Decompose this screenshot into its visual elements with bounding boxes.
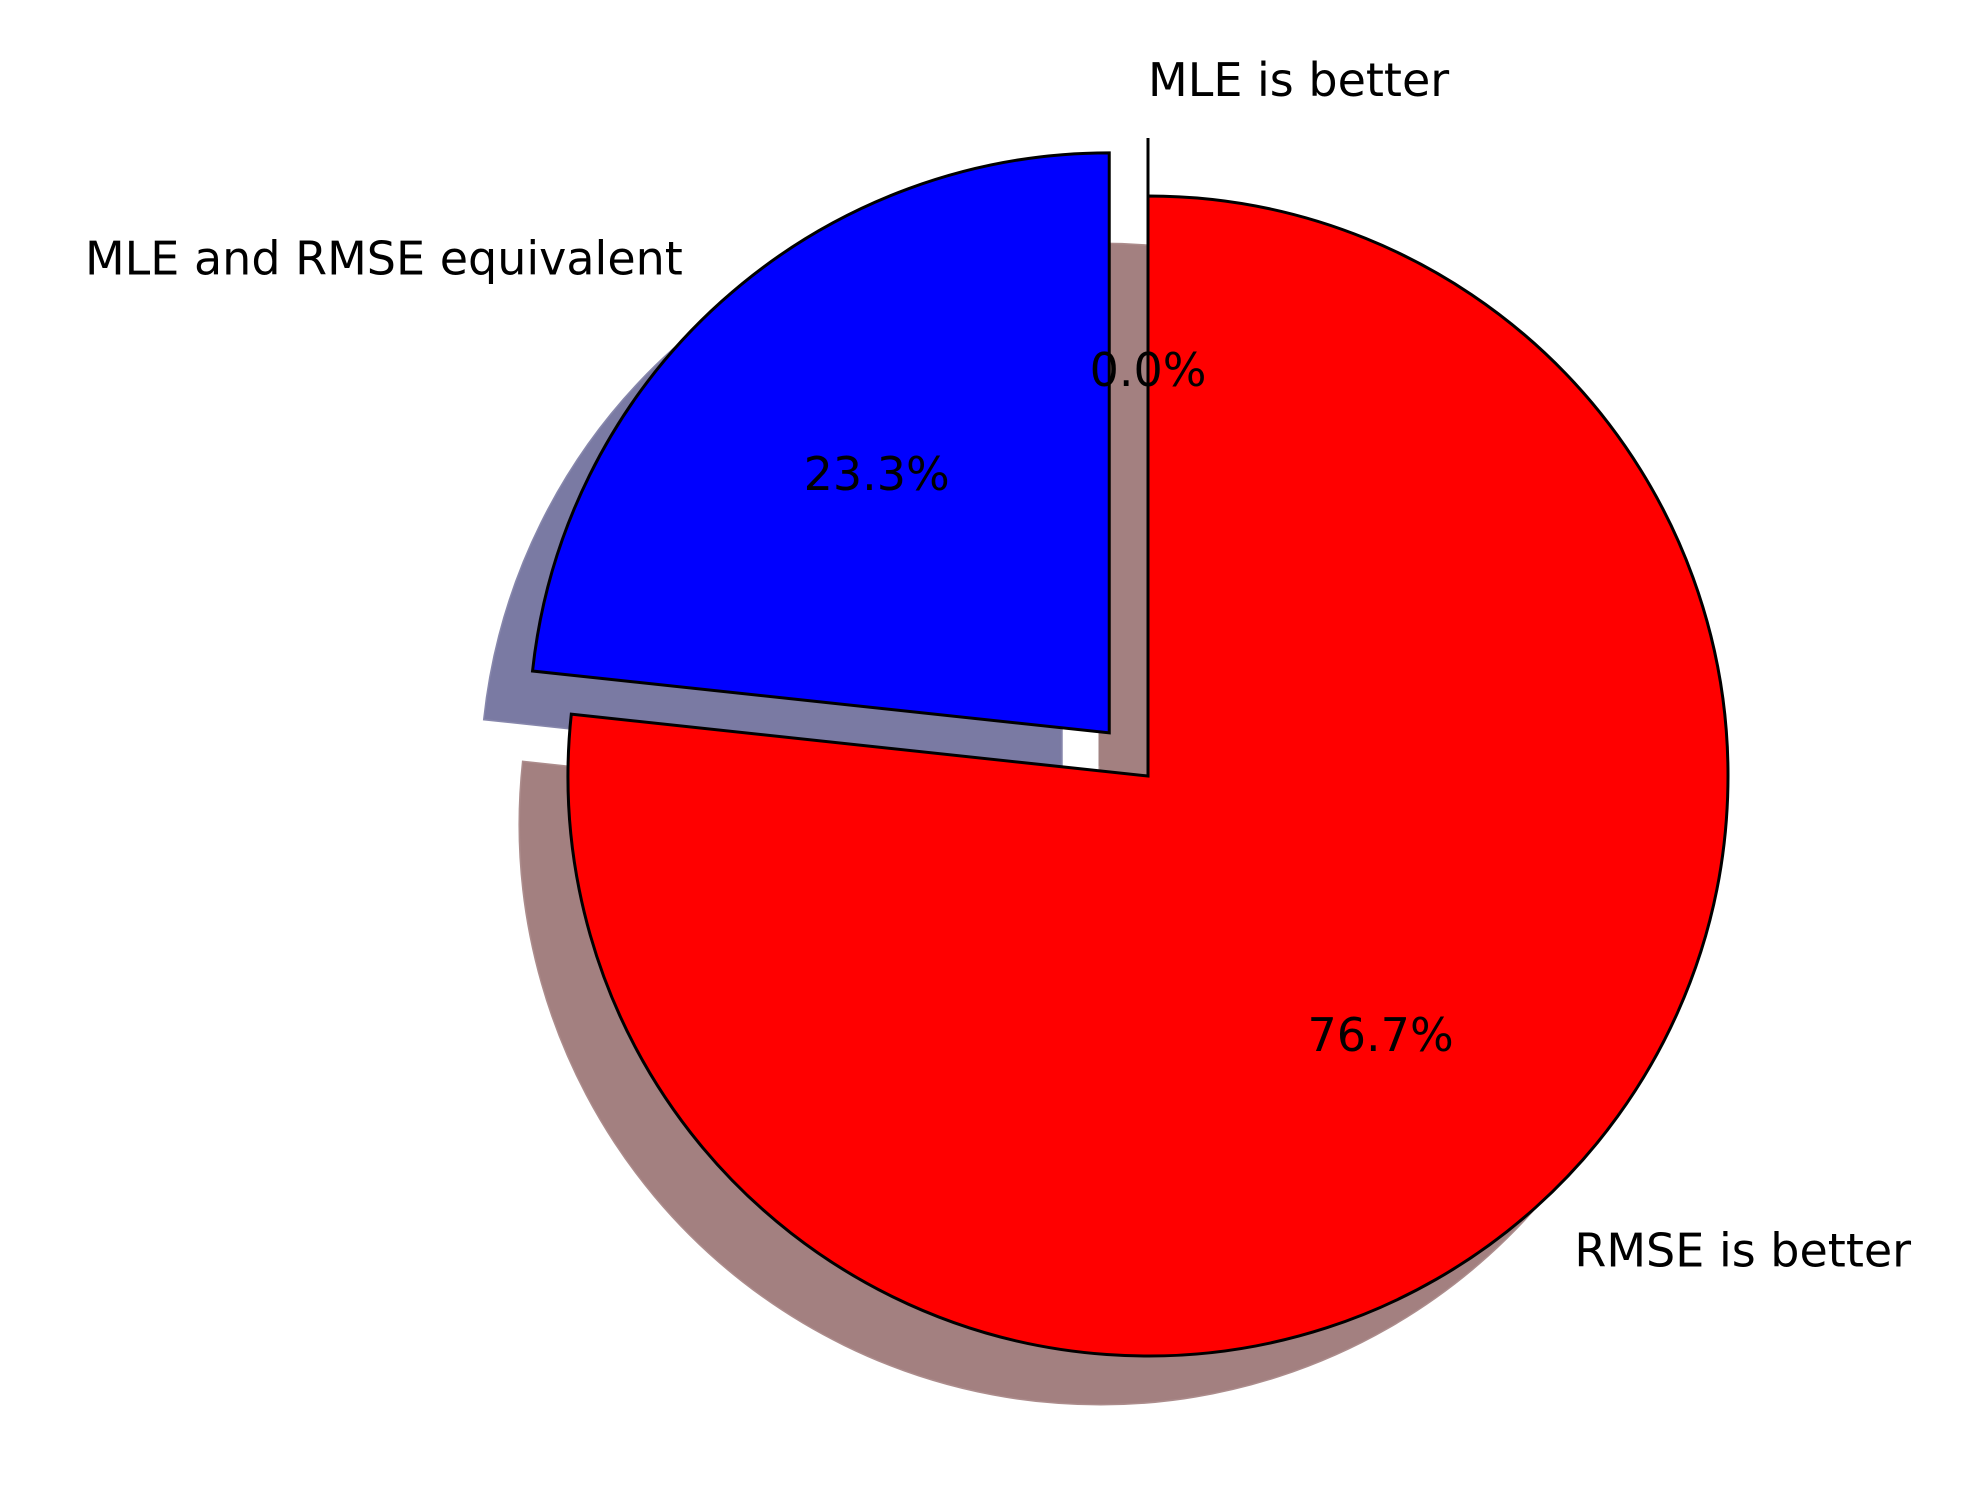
pct-label-mle-is-better: 0.0%: [1090, 343, 1207, 397]
pie-slice-mle-and-rmse-equivalent: [530, 151, 1111, 735]
slice-label-rmse-is-better: RMSE is better: [1574, 1224, 1911, 1278]
pct-label-rmse-is-better: 76.7%: [1308, 1008, 1454, 1062]
label-layer: MLE is better 0.0% MLE and RMSE equivalent…: [85, 53, 1911, 1278]
slice-label-mle-and-rmse-equivalent: MLE and RMSE equivalent: [85, 231, 683, 285]
pie-slice-rmse-is-better: [566, 194, 1730, 1358]
pct-label-mle-and-rmse-equivalent: 23.3%: [804, 447, 950, 501]
slice-label-mle-is-better: MLE is better: [1148, 53, 1449, 107]
slice-layer: [530, 138, 1730, 1358]
